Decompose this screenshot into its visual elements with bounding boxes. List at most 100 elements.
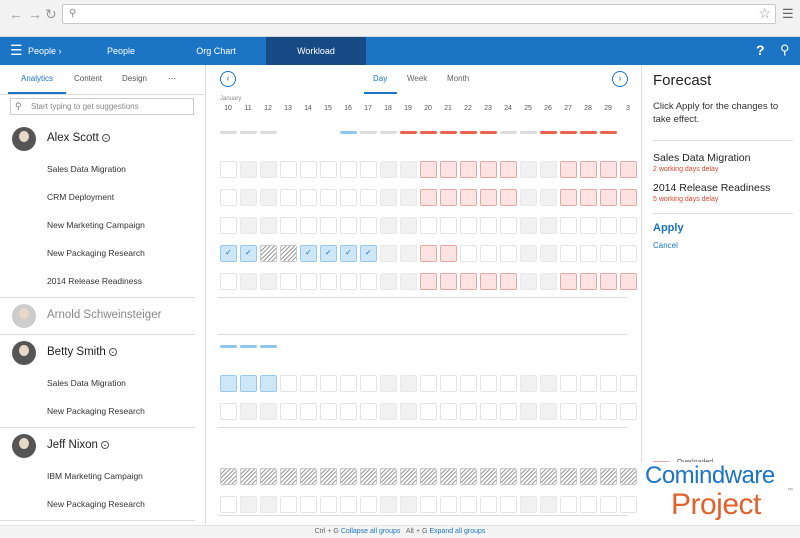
day-cell[interactable] [600,161,617,178]
day-cell[interactable] [360,496,377,513]
day-cell[interactable] [520,189,537,206]
day-cell[interactable] [520,468,537,485]
day-cell[interactable] [500,403,517,420]
day-cell[interactable] [500,273,517,290]
day-cell[interactable] [220,273,237,290]
day-cell[interactable] [520,217,537,234]
day-cell[interactable] [280,273,297,290]
day-cell[interactable] [580,161,597,178]
day-cell[interactable] [220,189,237,206]
day-cell[interactable] [500,161,517,178]
day-cell[interactable] [240,375,257,392]
day-cell[interactable] [440,245,457,262]
day-cell[interactable] [300,189,317,206]
chevron-down-icon[interactable]: ⌄ [101,134,110,142]
day-cell[interactable] [240,496,257,513]
day-cell[interactable] [380,189,397,206]
day-cell[interactable] [540,189,557,206]
day-cell[interactable] [360,217,377,234]
day-cell[interactable] [260,161,277,178]
day-cell[interactable] [300,273,317,290]
day-cell[interactable] [240,403,257,420]
day-cell[interactable] [460,468,477,485]
day-cell[interactable] [580,245,597,262]
day-cell[interactable] [380,161,397,178]
day-cell[interactable] [220,161,237,178]
nav-item-workload[interactable]: Workload [266,37,366,65]
day-cell[interactable] [360,189,377,206]
day-cell[interactable] [280,496,297,513]
day-cell[interactable] [560,217,577,234]
day-cell[interactable] [340,189,357,206]
day-cell[interactable] [320,273,337,290]
day-cell[interactable] [240,161,257,178]
day-cell[interactable] [420,189,437,206]
day-cell[interactable] [280,375,297,392]
day-cell[interactable] [500,217,517,234]
day-cell[interactable] [300,161,317,178]
person-name[interactable]: Alex Scott ⌄ [47,132,110,144]
reload-icon[interactable]: ↻ [45,6,57,22]
day-cell[interactable] [620,189,637,206]
tab-content[interactable]: Content [74,74,103,83]
day-cell[interactable] [620,161,637,178]
day-cell[interactable] [380,273,397,290]
day-cell[interactable] [480,468,497,485]
day-cell[interactable] [560,161,577,178]
browser-menu-icon[interactable]: ☰ [782,6,794,21]
day-cell[interactable] [300,468,317,485]
day-cell[interactable] [440,496,457,513]
day-cell[interactable] [220,217,237,234]
day-cell[interactable] [520,375,537,392]
day-cell[interactable] [320,375,337,392]
day-cell[interactable] [600,217,617,234]
day-cell[interactable] [360,375,377,392]
day-cell[interactable] [380,496,397,513]
day-cell[interactable] [440,468,457,485]
day-cell[interactable] [420,161,437,178]
day-cell[interactable] [460,375,477,392]
day-cell[interactable] [580,217,597,234]
day-cell[interactable] [340,273,357,290]
day-cell[interactable] [340,245,357,262]
tab-design[interactable]: Design [122,74,147,83]
day-cell[interactable] [440,375,457,392]
day-cell[interactable] [620,375,637,392]
day-cell[interactable] [600,245,617,262]
day-cell[interactable] [280,189,297,206]
day-cell[interactable] [600,403,617,420]
hamburger-menu-icon[interactable]: ☰ [10,42,23,58]
day-cell[interactable] [320,403,337,420]
view-week[interactable]: Week [407,74,428,83]
day-cell[interactable] [560,375,577,392]
day-cell[interactable] [540,496,557,513]
day-cell[interactable] [280,217,297,234]
day-cell[interactable] [500,496,517,513]
day-cell[interactable] [580,189,597,206]
help-icon[interactable]: ? [756,42,765,58]
chevron-down-icon[interactable]: ⌄ [108,348,117,356]
day-cell[interactable] [480,245,497,262]
day-cell[interactable] [480,375,497,392]
day-cell[interactable] [380,375,397,392]
day-cell[interactable] [340,217,357,234]
day-cell[interactable] [400,496,417,513]
day-cell[interactable] [300,245,317,262]
day-cell[interactable] [460,245,477,262]
day-cell[interactable] [560,468,577,485]
day-cell[interactable] [520,161,537,178]
day-cell[interactable] [500,375,517,392]
day-cell[interactable] [620,217,637,234]
day-cell[interactable] [560,496,577,513]
day-cell[interactable] [420,273,437,290]
prev-period-button[interactable]: ‹ [220,71,236,87]
day-cell[interactable] [620,468,637,485]
day-cell[interactable] [440,273,457,290]
day-cell[interactable] [480,403,497,420]
day-cell[interactable] [220,375,237,392]
day-cell[interactable] [540,245,557,262]
more-tabs-button[interactable]: ... [168,71,177,82]
day-cell[interactable] [400,217,417,234]
day-cell[interactable] [280,468,297,485]
day-cell[interactable] [520,245,537,262]
